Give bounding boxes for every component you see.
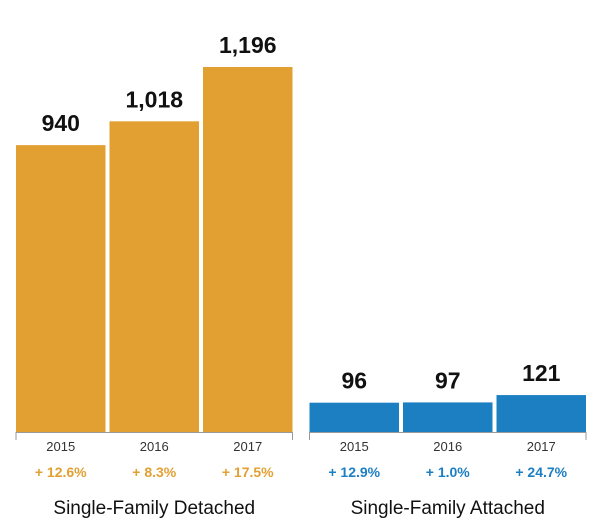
group-label: Single-Family Detached	[53, 498, 255, 519]
percent-change-label: + 12.6%	[35, 464, 87, 480]
x-tick-label: 2017	[527, 439, 556, 454]
x-tick-label: 2015	[46, 439, 75, 454]
x-tick-label: 2015	[340, 439, 369, 454]
percent-change-label: + 8.3%	[132, 464, 177, 480]
percent-change-label: + 24.7%	[515, 464, 567, 480]
x-tick-label: 2016	[140, 439, 169, 454]
bars-layer	[16, 67, 586, 432]
bar-single-family-attached-2017	[496, 395, 586, 432]
x-tick-label: 2016	[433, 439, 462, 454]
percent-change-label: + 17.5%	[222, 464, 274, 480]
bar-single-family-detached-2015	[16, 145, 106, 432]
bar-value-label: 96	[341, 368, 367, 394]
percent-change-label: + 1.0%	[426, 464, 471, 480]
bar-value-label: 1,196	[219, 32, 277, 58]
x-tick-label: 2017	[233, 439, 262, 454]
bar-value-label: 121	[522, 360, 561, 386]
labels-layer: 940 2015 + 12.6% 1,018 2016 + 8.3% 1,196 2017 + …	[35, 32, 568, 519]
bar-value-label: 940	[42, 110, 80, 136]
bar-value-label: 97	[435, 367, 461, 393]
bar-single-family-attached-2016	[403, 402, 493, 432]
group-label: Single-Family Attached	[351, 498, 545, 519]
bar-value-label: 1,018	[125, 86, 183, 112]
bar-single-family-detached-2017	[203, 67, 293, 432]
percent-change-label: + 12.9%	[328, 464, 380, 480]
bar-single-family-attached-2015	[309, 402, 399, 432]
x-axis	[15, 432, 587, 440]
bar-single-family-detached-2016	[109, 121, 199, 432]
